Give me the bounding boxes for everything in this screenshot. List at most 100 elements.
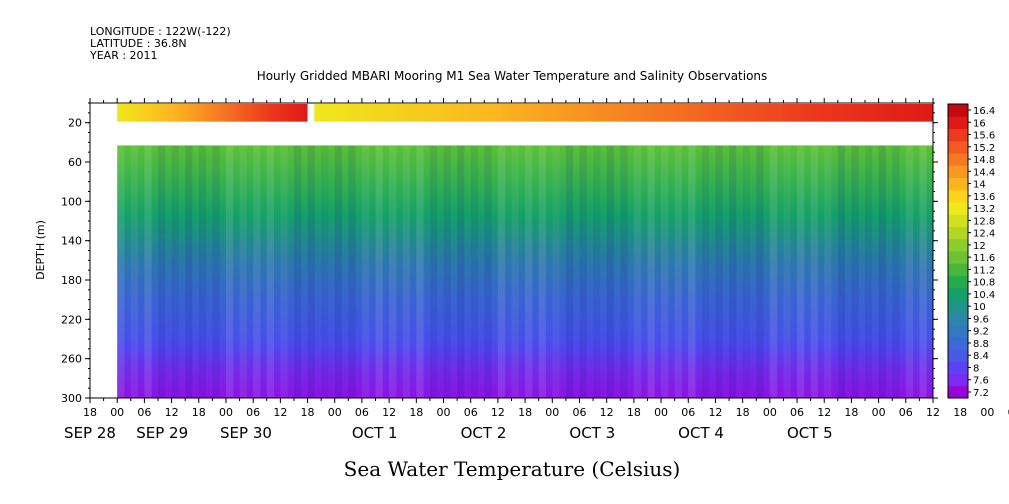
colorbar-tick-label: 12.4 — [973, 229, 995, 240]
variation-stripe — [729, 145, 737, 398]
colorbar-swatch — [948, 128, 968, 142]
colorbar-tick-label: 11.2 — [973, 265, 995, 276]
colorbar-tick-label: 9.6 — [973, 314, 989, 325]
x-tick-label: 12 — [382, 406, 396, 419]
x-day-label: OCT 4 — [678, 424, 724, 442]
variation-stripe — [905, 145, 914, 398]
variation-stripe — [497, 145, 506, 398]
variation-stripe — [878, 145, 886, 398]
x-tick-label: 12 — [926, 406, 940, 419]
x-tick-label: 00 — [763, 406, 777, 419]
x-tick-label: 00 — [437, 406, 451, 419]
variation-stripe — [225, 145, 234, 398]
colorbar-swatch — [948, 312, 968, 325]
x-tick-label: 00 — [872, 406, 886, 419]
y-tick-label: 20 — [68, 117, 82, 130]
colorbar-tick-label: 13.2 — [973, 204, 995, 215]
x-tick-label: 06 — [790, 406, 804, 419]
x-tick-label: 12 — [817, 406, 831, 419]
x-tick-label: 12 — [708, 406, 722, 419]
colorbar-tick-label: 10 — [973, 302, 986, 313]
variation-stripe — [266, 145, 275, 398]
variation-stripe — [130, 145, 139, 398]
colorbar-tick-label: 14 — [973, 180, 986, 191]
x-day-label: OCT 3 — [569, 424, 615, 442]
variation-stripe — [185, 145, 193, 398]
variation-stripe — [919, 145, 927, 398]
variation-stripe — [824, 145, 832, 398]
colorbar-swatch — [948, 189, 968, 203]
colorbar-tick-label: 12 — [973, 241, 986, 252]
variation-stripe — [783, 145, 791, 398]
variation-stripe — [348, 145, 356, 398]
variation-stripe — [851, 145, 859, 398]
colorbar-tick-label: 11.6 — [973, 253, 995, 264]
x-tick-label: 18 — [844, 406, 858, 419]
colorbar-swatch — [948, 153, 968, 166]
x-tick-label: 06 — [464, 406, 478, 419]
variation-stripe — [892, 145, 900, 398]
variation-stripe — [334, 145, 342, 398]
variation-stripe — [525, 145, 533, 398]
colorbar-tick-label: 15.6 — [973, 131, 995, 142]
x-day-label: OCT 5 — [787, 424, 833, 442]
x-tick-label: 18 — [192, 406, 206, 419]
variation-stripe — [212, 145, 220, 398]
variation-stripe — [198, 145, 207, 398]
colorbar-tick-label: 12.8 — [973, 216, 995, 227]
x-tick-label: 00 — [545, 406, 559, 419]
variation-stripe — [565, 145, 574, 398]
colorbar-tick-label: 7.2 — [973, 388, 989, 399]
x-tick-label: 00 — [654, 406, 668, 419]
colorbar-tick-label: 7.6 — [973, 376, 989, 387]
variation-stripe — [538, 145, 546, 398]
colorbar-swatch — [948, 165, 968, 178]
variation-stripe — [769, 145, 778, 398]
colorbar-swatch — [948, 251, 968, 264]
x-tick-label: 12 — [273, 406, 287, 419]
surface-temperature-band-a — [117, 104, 308, 122]
x-tick-label: 12 — [600, 406, 614, 419]
variation-stripe — [715, 145, 723, 398]
variation-stripe — [416, 145, 424, 398]
colorbar-swatch — [948, 349, 968, 362]
colorbar-swatch — [948, 177, 968, 191]
colorbar-tick-label: 15.2 — [973, 143, 995, 154]
colorbar-tick-label: 16.4 — [973, 106, 995, 117]
colorbar-tick-label: 8.4 — [973, 351, 989, 362]
colorbar-tick-label: 10.4 — [973, 290, 995, 301]
variation-stripe — [484, 145, 492, 398]
x-tick-label: 18 — [518, 406, 532, 419]
variation-stripe — [402, 145, 410, 398]
x-tick-label: 00 — [328, 406, 342, 419]
variation-stripe — [375, 145, 383, 398]
x-axis-ticks: 18 00 06 12 18 00 06 12 18 00 06 12 18 00 06 12 18 00 06 12… — [64, 98, 1009, 442]
variation-stripe — [429, 145, 438, 398]
colorbar-tick-label: 9.2 — [973, 327, 989, 338]
x-tick-label: 18 — [409, 406, 423, 419]
variation-stripe — [144, 145, 152, 398]
colorbar-tick-label: 14.4 — [973, 167, 995, 178]
variation-stripe — [280, 145, 288, 398]
colorbar-swatch — [948, 214, 968, 227]
colorbar-tick-label: 8.8 — [973, 339, 989, 350]
colorbar-tick-label: 13.6 — [973, 192, 995, 203]
variation-stripe — [253, 145, 261, 398]
colorbar-swatch — [948, 324, 968, 338]
variation-stripe — [171, 145, 179, 398]
x-tick-label: 00 — [980, 406, 994, 419]
variation-stripe — [674, 145, 682, 398]
colorbar-swatch — [948, 202, 968, 215]
variation-stripe — [307, 145, 315, 398]
variation-stripe — [579, 145, 587, 398]
x-tick-label: 06 — [137, 406, 151, 419]
x-day-label: SEP 29 — [136, 424, 188, 442]
x-tick-label: 18 — [83, 406, 97, 419]
surface-temperature-band-b — [314, 104, 933, 122]
longitude-label: LONGITUDE : 122W(-122) — [90, 25, 231, 38]
colorbar-tick-label: 14.8 — [973, 155, 995, 166]
variation-stripe — [239, 145, 247, 398]
colorbar-swatch — [948, 373, 968, 387]
